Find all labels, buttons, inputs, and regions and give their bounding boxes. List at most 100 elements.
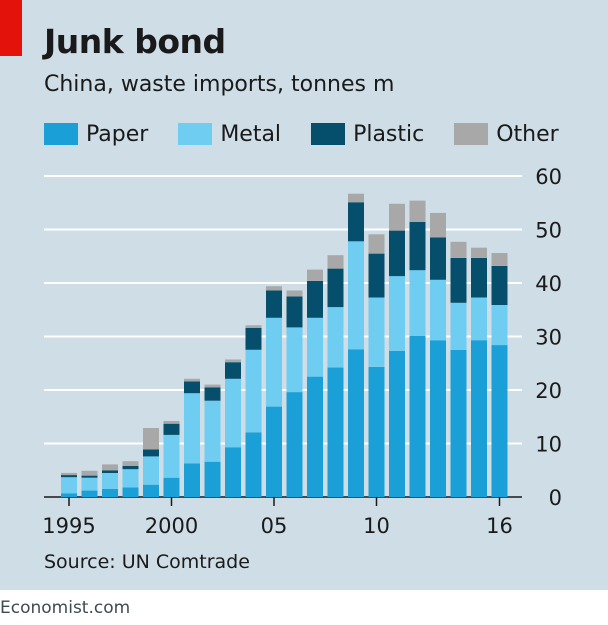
bar-paper-1999: [143, 484, 159, 497]
bar-other-2001: [184, 378, 200, 382]
legend-item-metal: Metal: [178, 122, 281, 147]
bar-paper-2007: [307, 376, 323, 497]
bar-paper-1995: [61, 493, 77, 497]
bar-paper-2001: [184, 463, 200, 497]
bar-metal-2013: [430, 279, 446, 341]
bar-plastic-2015: [471, 257, 487, 298]
bar-plastic-2012: [409, 222, 426, 271]
bar-other-1996: [81, 470, 98, 476]
bar-other-2012: [409, 200, 426, 222]
bar-paper-2006: [286, 392, 303, 497]
bar-other-1997: [102, 464, 118, 471]
bar-paper-2012: [409, 336, 426, 497]
bar-plastic-2008: [327, 268, 344, 308]
bar-paper-2002: [204, 461, 221, 497]
y-tick-label-30: 30: [535, 326, 562, 350]
x-tick-label-2010: 10: [363, 514, 390, 538]
y-tick-label-10: 10: [535, 433, 562, 457]
legend-swatch-metal: [178, 123, 213, 145]
bar-other-2013: [430, 212, 446, 238]
bar-other-2009: [348, 193, 364, 203]
bar-metal-2011: [389, 276, 405, 351]
legend-swatch-other: [454, 123, 489, 145]
bar-plastic-2003: [225, 362, 241, 379]
bar-other-1995: [61, 472, 77, 475]
bar-metal-1999: [143, 456, 159, 485]
stacked-bar-chart: 0 10 20 30 40 50 60 1995 2000 05 10 16: [42, 165, 562, 538]
bar-plastic-2000: [163, 423, 180, 435]
bar-plastic-2011: [389, 230, 405, 277]
bar-plastic-1995: [61, 475, 77, 478]
bar-other-2000: [163, 421, 180, 424]
bar-paper-2000: [163, 477, 180, 497]
bar-paper-2003: [225, 447, 241, 497]
bar-paper-1997: [102, 489, 118, 497]
bar-metal-2008: [327, 307, 344, 368]
bar-plastic-1998: [122, 466, 139, 470]
bar-plastic-2005: [266, 290, 282, 318]
bar-other-2015: [471, 247, 487, 258]
x-tick-label-2016: 16: [486, 514, 513, 538]
x-tick-label-2005: 05: [261, 514, 288, 538]
bar-other-2007: [307, 269, 323, 281]
bar-plastic-2009: [348, 202, 364, 242]
y-tick-label-0: 0: [549, 486, 562, 510]
bar-metal-2016: [491, 304, 508, 345]
bar-paper-2004: [245, 432, 262, 497]
bar-metal-2014: [450, 302, 467, 350]
bar-paper-2009: [348, 349, 364, 497]
bar-paper-2005: [266, 406, 282, 497]
bar-other-2004: [245, 325, 262, 328]
bar-metal-2015: [471, 297, 487, 341]
bar-plastic-2007: [307, 280, 323, 318]
bar-other-2002: [204, 384, 221, 388]
bar-other-2016: [491, 253, 508, 266]
legend-item-paper: Paper: [44, 122, 148, 147]
bar-other-2003: [225, 359, 241, 363]
bar-plastic-1997: [102, 470, 118, 473]
bar-plastic-2006: [286, 296, 303, 328]
bar-metal-2012: [409, 270, 426, 336]
legend-label-metal: Metal: [220, 121, 282, 147]
y-tick-label-20: 20: [535, 379, 562, 403]
bar-metal-1996: [81, 477, 98, 491]
bar-paper-1996: [81, 490, 98, 497]
bar-plastic-2016: [491, 265, 508, 305]
brand-red-tag: [0, 0, 22, 56]
bar-metal-2002: [204, 400, 221, 462]
brand-footer: Economist.com: [0, 598, 131, 618]
legend-item-plastic: Plastic: [311, 122, 424, 147]
legend-label-paper: Paper: [86, 121, 149, 147]
chart-subtitle: China, waste imports, tonnes m: [44, 72, 395, 97]
bar-other-2008: [327, 255, 344, 269]
bar-paper-2011: [389, 350, 405, 497]
bar-other-2014: [450, 241, 467, 258]
bar-paper-2013: [430, 340, 446, 497]
chart-title: Junk bond: [44, 22, 226, 61]
bar-other-2011: [389, 203, 405, 231]
source-note: Source: UN Comtrade: [44, 551, 250, 573]
bar-plastic-2010: [368, 253, 385, 298]
bar-paper-2014: [450, 349, 467, 497]
bar-paper-2010: [368, 367, 385, 497]
bar-other-2005: [266, 286, 282, 291]
legend: Paper Metal Plastic Other: [44, 119, 589, 149]
bar-paper-1998: [122, 487, 139, 497]
bar-metal-1997: [102, 472, 118, 489]
x-tick-label-1995: 1995: [42, 514, 95, 538]
bar-paper-2016: [491, 345, 508, 497]
bar-metal-2006: [286, 327, 303, 393]
bar-plastic-2014: [450, 257, 467, 303]
bar-metal-1995: [61, 477, 77, 494]
x-tick-label-2000: 2000: [145, 514, 198, 538]
legend-swatch-plastic: [311, 123, 346, 145]
bar-plastic-2004: [245, 327, 262, 350]
bar-plastic-2001: [184, 381, 200, 394]
bar-other-1999: [143, 428, 159, 450]
bar-metal-2009: [348, 241, 364, 350]
y-tick-label-50: 50: [535, 219, 562, 243]
bar-metal-2003: [225, 378, 241, 448]
bar-plastic-2013: [430, 237, 446, 280]
y-tick-label-40: 40: [535, 272, 562, 296]
bar-plastic-2002: [204, 387, 221, 401]
